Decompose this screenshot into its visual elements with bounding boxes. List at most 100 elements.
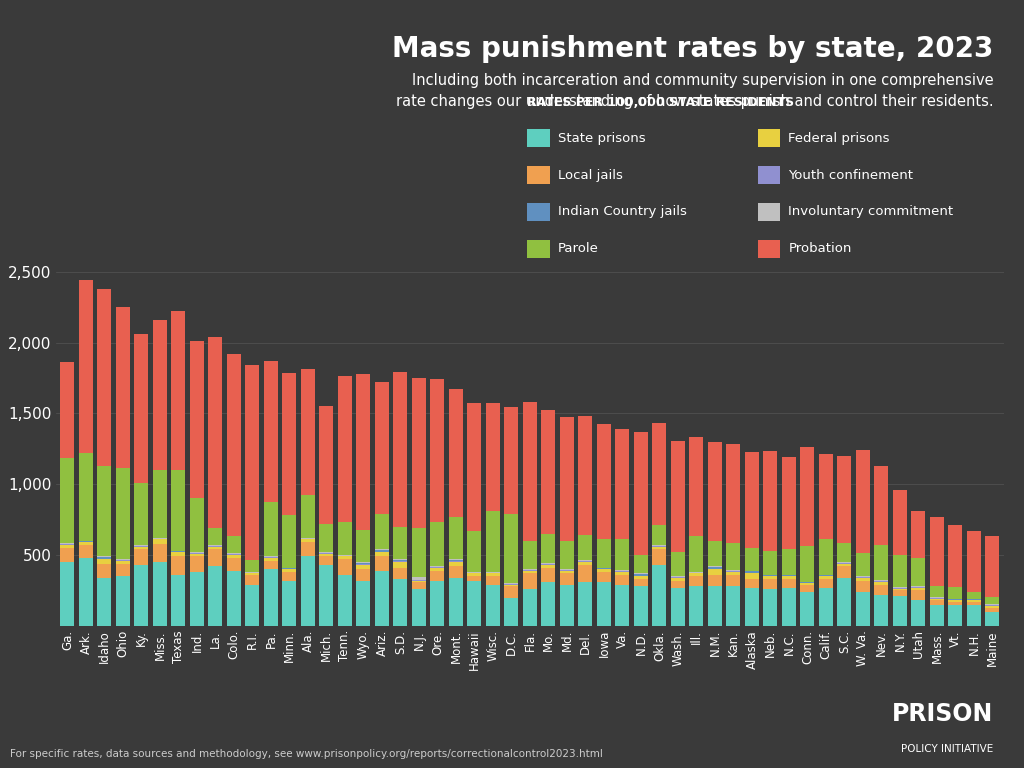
Bar (615, 575, 630, 585)
Bar (264, 561, 278, 569)
Bar (856, 578, 869, 581)
Bar (171, 552, 185, 557)
Bar (393, 527, 408, 559)
Bar (745, 579, 759, 588)
Bar (689, 576, 703, 586)
Bar (615, 429, 630, 539)
Bar (60, 548, 75, 562)
Bar (911, 511, 926, 558)
Bar (486, 585, 500, 626)
Bar (930, 604, 944, 626)
Bar (764, 551, 777, 574)
Bar (505, 585, 518, 586)
Bar (985, 612, 999, 626)
Bar (634, 555, 648, 574)
Bar (930, 586, 944, 598)
Bar (874, 585, 889, 594)
Bar (153, 544, 167, 562)
Bar (708, 575, 722, 586)
Bar (116, 561, 130, 564)
Bar (283, 581, 296, 626)
Bar (79, 545, 93, 558)
Bar (209, 547, 222, 549)
Bar (486, 574, 500, 576)
Bar (819, 539, 833, 574)
Bar (505, 514, 518, 583)
Bar (874, 465, 889, 545)
Bar (319, 557, 334, 565)
Bar (246, 575, 259, 585)
Bar (985, 607, 999, 612)
Bar (893, 554, 907, 588)
Bar (689, 586, 703, 626)
Bar (393, 562, 408, 568)
Text: Including both incarceration and community supervision in one comprehensive
rate: Including both incarceration and communi… (395, 73, 993, 109)
Bar (838, 544, 851, 562)
Bar (782, 579, 796, 588)
Bar (505, 586, 518, 598)
Bar (615, 585, 630, 626)
Bar (505, 598, 518, 626)
Bar (97, 466, 112, 557)
Bar (542, 534, 555, 563)
Bar (542, 565, 555, 568)
Bar (412, 378, 426, 528)
Bar (430, 379, 444, 522)
Bar (689, 536, 703, 572)
Bar (356, 581, 371, 626)
Bar (283, 373, 296, 515)
Bar (874, 582, 889, 585)
Bar (375, 571, 389, 626)
Bar (264, 558, 278, 561)
Bar (801, 447, 814, 546)
Bar (874, 594, 889, 626)
Bar (523, 402, 537, 541)
Bar (356, 374, 371, 530)
Bar (134, 547, 148, 549)
Bar (97, 289, 112, 466)
Bar (597, 539, 611, 568)
Bar (782, 457, 796, 549)
Bar (671, 581, 685, 588)
Bar (838, 567, 851, 578)
Bar (171, 311, 185, 470)
Bar (412, 528, 426, 578)
Bar (264, 361, 278, 502)
Bar (486, 511, 500, 572)
Bar (671, 588, 685, 626)
Bar (708, 569, 722, 575)
Bar (579, 582, 592, 626)
Bar (560, 541, 573, 569)
Bar (356, 563, 371, 564)
Bar (764, 576, 777, 579)
Bar (523, 541, 537, 569)
Bar (745, 574, 759, 579)
Bar (560, 417, 573, 541)
Bar (246, 365, 259, 561)
Bar (283, 569, 296, 572)
Bar (615, 572, 630, 575)
Bar (153, 319, 167, 470)
Bar (745, 548, 759, 571)
Bar (856, 581, 869, 592)
Bar (449, 578, 463, 626)
Bar (634, 432, 648, 555)
Bar (338, 376, 352, 522)
Bar (393, 560, 408, 561)
Bar (726, 575, 740, 586)
Bar (209, 549, 222, 567)
Bar (301, 542, 314, 557)
Bar (449, 389, 463, 517)
Bar (319, 554, 334, 557)
Text: RATES PER 100,000 STATE RESIDENTS: RATES PER 100,000 STATE RESIDENTS (527, 96, 795, 109)
Bar (246, 561, 259, 572)
Bar (60, 458, 75, 544)
Bar (579, 562, 592, 565)
Bar (246, 574, 259, 575)
Bar (560, 585, 573, 626)
Bar (171, 575, 185, 626)
Bar (227, 555, 241, 558)
Bar (301, 495, 314, 538)
Bar (375, 514, 389, 549)
Bar (449, 567, 463, 578)
